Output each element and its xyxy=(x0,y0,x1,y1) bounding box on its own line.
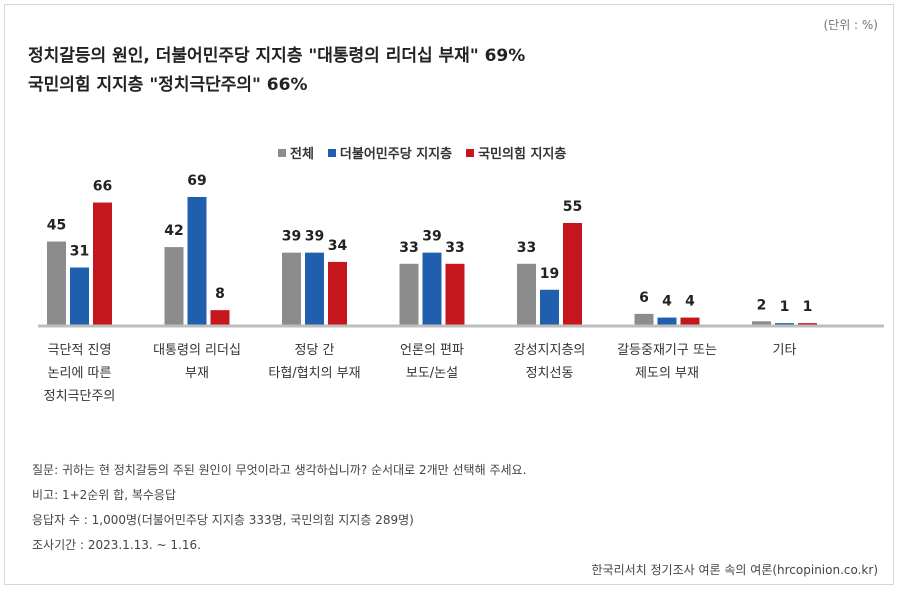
value-label-ppp-2: 34 xyxy=(328,238,348,254)
legend: 전체 더불어민주당 지지층 국민의힘 지지층 xyxy=(278,143,566,162)
bar-total-5 xyxy=(634,313,654,325)
bar-total-6 xyxy=(752,321,771,325)
value-label-total-6: 2 xyxy=(757,297,767,313)
chart-frame xyxy=(4,4,894,585)
value-label-total-3: 33 xyxy=(399,240,418,256)
category-label-4: 강성지지층의 정치선동 xyxy=(514,343,586,381)
category-label-3: 언론의 편파 보도/논설 xyxy=(400,343,464,381)
value-label-total-2: 39 xyxy=(282,229,301,245)
category-label-1: 대통령의 리더십 부재 xyxy=(153,343,241,381)
title-line-2: 국민의힘 지지층 "정치극단주의" 66% xyxy=(28,75,308,95)
category-label-5: 갈등중재기구 또는 제도의 부재 xyxy=(617,343,717,381)
note-period: 조사기간 : 2023.1.13. ~ 1.16. xyxy=(32,538,201,552)
bar-democratic-0 xyxy=(70,267,89,325)
category-label-2: 정당 간 타협/협치의 부재 xyxy=(268,343,360,381)
value-label-total-5: 6 xyxy=(639,290,649,306)
value-label-democratic-4: 19 xyxy=(540,266,559,282)
value-label-democratic-6: 1 xyxy=(780,299,790,315)
bar-democratic-5 xyxy=(657,317,677,325)
value-label-democratic-3: 39 xyxy=(422,229,441,245)
value-label-ppp-5: 4 xyxy=(685,294,695,310)
legend-item-democratic: 더불어민주당 지지층 xyxy=(327,143,453,162)
bar-ppp-1 xyxy=(210,310,230,325)
bar-democratic-3 xyxy=(422,252,442,325)
legend-label-democratic: 더불어민주당 지지층 xyxy=(339,147,453,162)
bar-total-0 xyxy=(47,241,66,325)
note-question: 질문: 귀하는 현 정치갈등의 주된 원인이 무엇이라고 생각하십니까? 순서대… xyxy=(32,463,527,477)
category-label-6: 기타 xyxy=(773,343,797,358)
bar-ppp-4 xyxy=(563,222,582,325)
source-credit: 한국리서치 정기조사 여론 속의 여론(hrcopinion.co.kr) xyxy=(591,563,878,577)
title-line-1: 정치갈등의 원인, 더불어민주당 지지층 "대통령의 리더십 부재" 69% xyxy=(28,46,526,66)
category-label-0: 극단적 진영 논리에 따른 정치극단주의 xyxy=(44,343,116,404)
note-remark: 비고: 1+2순위 합, 복수응답 xyxy=(32,488,176,502)
note-respondents: 응답자 수 : 1,000명(더불어민주당 지지층 333명, 국민의힘 지지층… xyxy=(32,513,414,527)
bar-ppp-6 xyxy=(798,323,817,325)
bar-total-4 xyxy=(517,263,536,325)
value-label-total-0: 45 xyxy=(47,218,66,234)
legend-swatch-democratic xyxy=(327,148,336,157)
bar-ppp-2 xyxy=(328,261,347,325)
bar-ppp-0 xyxy=(93,202,112,325)
bar-total-1 xyxy=(164,247,184,325)
bar-democratic-4 xyxy=(540,289,559,325)
bar-democratic-1 xyxy=(187,197,207,325)
value-label-total-1: 42 xyxy=(164,223,183,239)
legend-item-total: 전체 xyxy=(278,143,314,162)
bar-democratic-2 xyxy=(305,252,324,325)
value-label-ppp-4: 55 xyxy=(563,199,582,215)
value-label-democratic-2: 39 xyxy=(305,229,324,245)
value-label-total-4: 33 xyxy=(517,240,536,256)
bar-total-3 xyxy=(399,263,419,325)
value-label-democratic-0: 31 xyxy=(70,243,89,259)
value-label-ppp-3: 33 xyxy=(445,240,464,256)
value-label-ppp-1: 8 xyxy=(215,286,225,302)
legend-item-ppp: 국민의힘 지지층 xyxy=(466,143,566,162)
legend-swatch-ppp xyxy=(466,148,475,157)
unit-label: (단위 : %) xyxy=(823,18,878,32)
legend-swatch-total xyxy=(278,148,286,157)
legend-label-total: 전체 xyxy=(290,147,314,162)
chart-title: 정치갈등의 원인, 더불어민주당 지지층 "대통령의 리더십 부재" 69% 국… xyxy=(28,42,525,100)
value-label-democratic-1: 69 xyxy=(187,173,206,189)
legend-label-ppp: 국민의힘 지지층 xyxy=(478,147,567,162)
value-label-ppp-6: 1 xyxy=(803,299,813,315)
chart-notes: 질문: 귀하는 현 정치갈등의 주된 원인이 무엇이라고 생각하십니까? 순서대… xyxy=(32,458,526,558)
value-label-democratic-5: 4 xyxy=(662,294,672,310)
bar-ppp-5 xyxy=(680,317,700,325)
bar-democratic-6 xyxy=(775,323,794,325)
bar-ppp-3 xyxy=(445,263,465,325)
bar-total-2 xyxy=(282,252,301,325)
value-label-ppp-0: 66 xyxy=(93,179,112,195)
